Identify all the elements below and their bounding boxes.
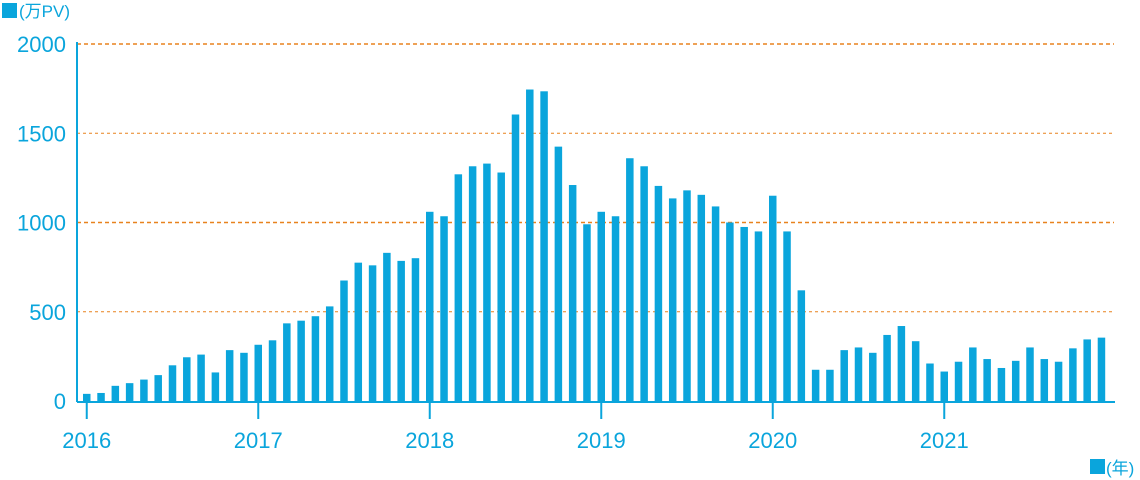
- y-tick-label: 2000: [17, 32, 66, 57]
- bar: [668, 198, 677, 401]
- bar: [483, 163, 491, 401]
- bar: [797, 290, 806, 401]
- bar: [511, 114, 520, 401]
- bar: [954, 361, 963, 401]
- bar: [726, 222, 734, 401]
- bar: [397, 260, 405, 401]
- bar: [611, 216, 620, 401]
- bar: [1097, 337, 1106, 401]
- bar: [997, 367, 1006, 401]
- y-tick-label: 500: [29, 300, 66, 325]
- bar: [211, 372, 220, 401]
- gridlines: [77, 43, 1114, 313]
- bar: [626, 158, 634, 401]
- bar: [769, 195, 777, 401]
- bar: [697, 194, 706, 401]
- bar: [754, 231, 763, 401]
- bar: [225, 350, 234, 401]
- bar: [383, 252, 391, 401]
- bar: [340, 280, 348, 401]
- bar: [897, 326, 906, 401]
- bar: [468, 166, 477, 401]
- bar: [654, 185, 663, 401]
- x-unit-legend: (年): [1090, 459, 1134, 478]
- bar: [440, 216, 448, 401]
- bar: [554, 146, 563, 401]
- bar: [983, 359, 991, 401]
- y-tick-label: 0: [54, 389, 66, 414]
- bar: [583, 224, 591, 401]
- bar: [640, 166, 648, 401]
- bar: [1054, 361, 1063, 401]
- x-tick-label: 2018: [405, 428, 454, 453]
- bar: [268, 340, 277, 401]
- bar: [969, 347, 977, 401]
- bar: [1069, 348, 1077, 401]
- bar: [140, 379, 148, 401]
- bar: [311, 316, 320, 401]
- bar: [711, 206, 720, 401]
- y-unit-square: [2, 3, 17, 18]
- bar: [926, 363, 934, 401]
- bar: [526, 89, 534, 402]
- x-tick-label: 2017: [234, 428, 283, 453]
- y-unit-legend: (万PV): [2, 2, 70, 21]
- bar: [354, 262, 363, 401]
- bar: [83, 393, 91, 401]
- y-tick-label: 1500: [17, 121, 66, 146]
- bar: [1011, 360, 1020, 401]
- x-unit-label: (年): [1106, 459, 1134, 478]
- bar: [297, 320, 305, 401]
- bar: [869, 352, 877, 401]
- bar: [111, 385, 120, 401]
- bar: [368, 265, 377, 401]
- x-unit-square: [1090, 459, 1105, 474]
- bar: [197, 354, 205, 401]
- y-tick-label: 1000: [17, 211, 66, 236]
- bar: [283, 323, 291, 401]
- bar: [325, 306, 334, 401]
- bar: [97, 392, 105, 401]
- y-unit-label: (万PV): [19, 2, 70, 21]
- bar: [183, 357, 191, 401]
- x-tick-label: 2016: [62, 428, 111, 453]
- bar: [240, 352, 248, 401]
- bar: [125, 383, 134, 401]
- bar: [783, 231, 791, 401]
- bar: [426, 211, 434, 401]
- bar: [454, 174, 463, 401]
- bar: [854, 347, 863, 401]
- x-tick-labels: 2016 2017 2018 2019 2020 2021: [62, 402, 969, 453]
- bar: [1026, 347, 1034, 401]
- bar: [683, 190, 691, 401]
- y-tick-labels: 0 500 1000 1500 2000: [17, 32, 66, 414]
- bar: [826, 369, 834, 401]
- bar: [740, 226, 748, 401]
- x-tick-label: 2020: [748, 428, 797, 453]
- bar: [1040, 359, 1049, 401]
- bar: [497, 172, 505, 401]
- x-tick-label: 2021: [920, 428, 969, 453]
- bar: [540, 91, 548, 402]
- bar: [254, 344, 262, 401]
- bar: [1083, 339, 1091, 401]
- bar: [154, 375, 162, 401]
- bar: [597, 211, 605, 401]
- bar: [568, 185, 577, 401]
- bar: [168, 365, 177, 401]
- bar: [940, 371, 948, 401]
- bars: [83, 89, 1106, 402]
- bar: [411, 258, 420, 401]
- bar: [883, 334, 891, 401]
- x-tick-label: 2019: [577, 428, 626, 453]
- bar: [811, 369, 820, 401]
- bar: [840, 350, 848, 401]
- bar: [911, 341, 920, 401]
